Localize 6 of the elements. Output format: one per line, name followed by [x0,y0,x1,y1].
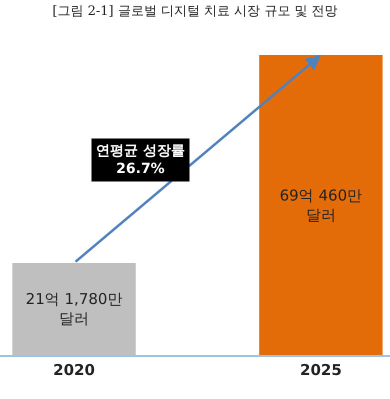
chart-title: [그림 2-1] 글로벌 디지털 치료 시장 규모 및 전망 [52,4,338,20]
x-tick-label: 2025 [300,361,342,379]
x-tick-label: 2020 [53,361,95,379]
data-label: 21억 1,780만 달러 [26,290,122,328]
data-label: 69억 460만 달러 [280,186,362,224]
annotation: 연평균 성장률 26.7% [96,143,185,178]
